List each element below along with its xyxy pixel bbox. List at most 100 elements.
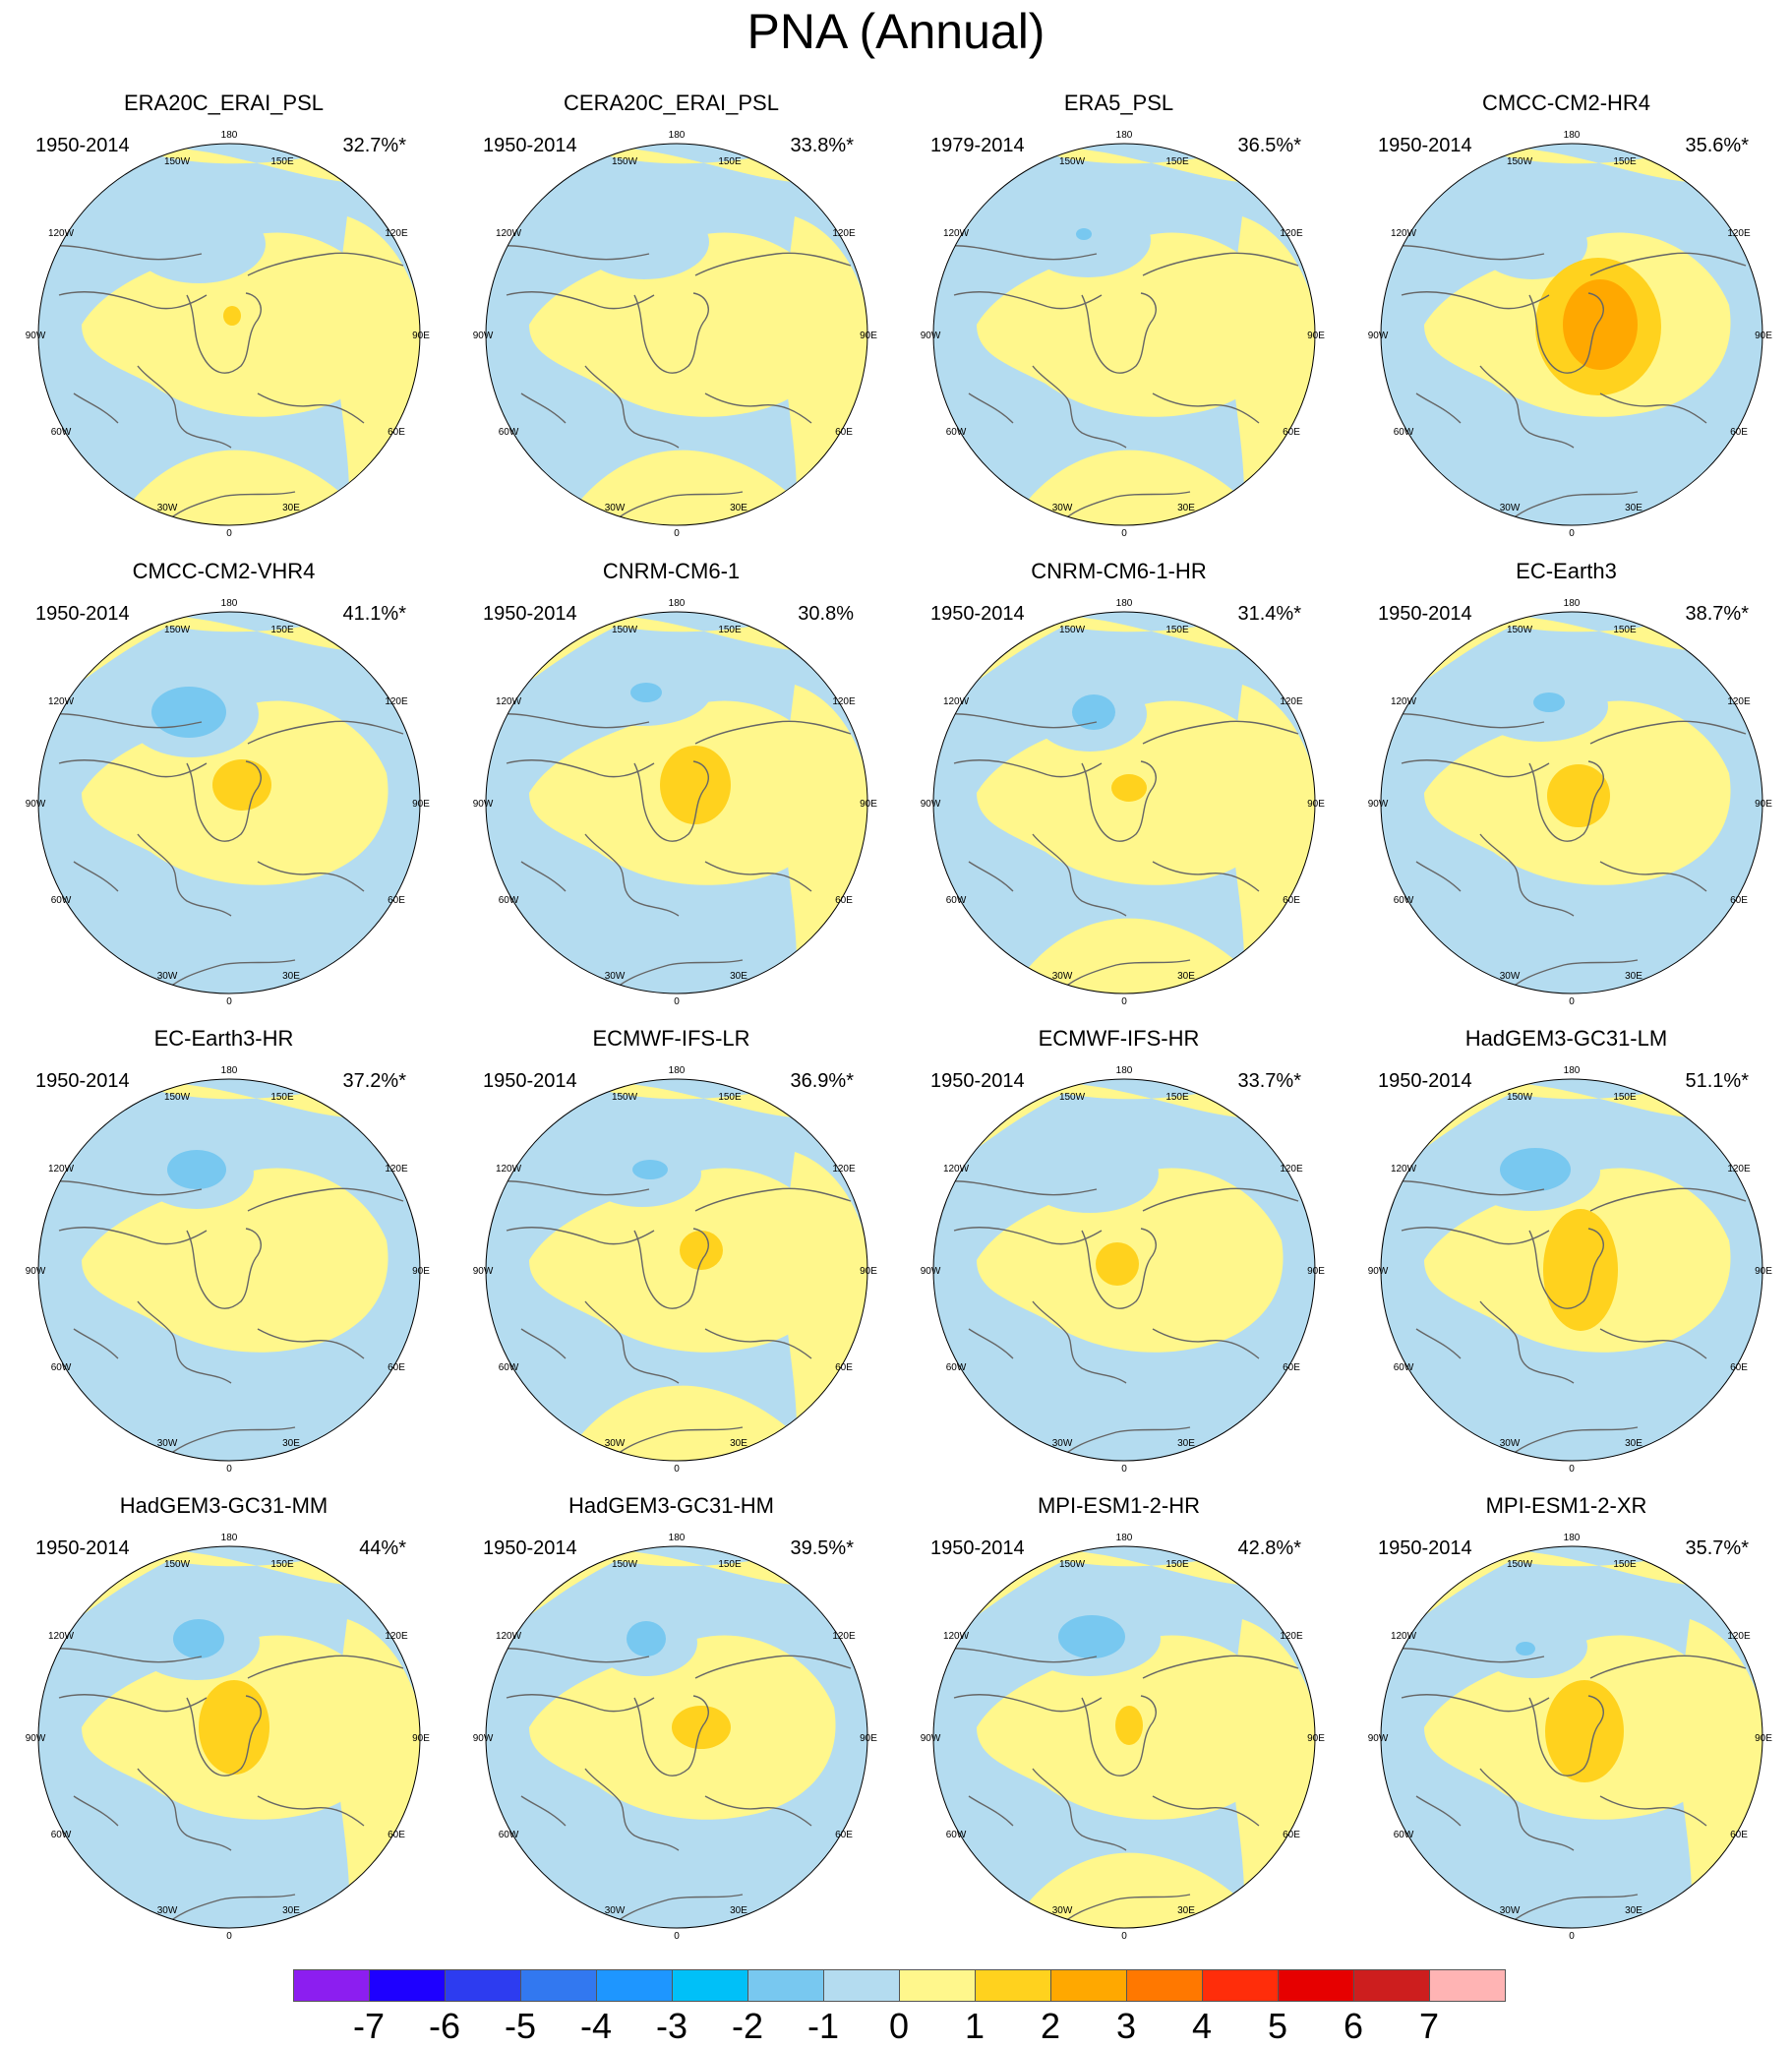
panel-years: 1950-2014 [483, 135, 577, 156]
longitude-label: 90E [412, 1266, 430, 1277]
map-panel: 180 150W 150E 120W 120E 90W 90E 60W 60E 30W 30E 0 MP… [1343, 1403, 1790, 1942]
panel-variance-pct: 37.2%* [342, 1070, 407, 1092]
longitude-label: 120W [943, 1164, 970, 1175]
longitude-label: 60E [1730, 427, 1748, 438]
longitude-label: 180 [1116, 598, 1133, 609]
longitude-label: 0 [1121, 1931, 1127, 1942]
longitude-label: 120E [1280, 1631, 1303, 1642]
panel-variance-pct: 44%* [359, 1537, 406, 1559]
panel-years: 1950-2014 [483, 603, 577, 625]
longitude-label: 60E [835, 1362, 853, 1373]
panel-title: EC-Earth3-HR [153, 1026, 294, 1051]
panel-variance-pct: 30.8% [798, 603, 854, 625]
colorbar-label: -5 [504, 2006, 536, 2046]
longitude-label: 120W [496, 696, 522, 707]
longitude-label: 90W [473, 1266, 494, 1277]
longitude-label: 120E [832, 696, 856, 707]
longitude-label: 30W [1052, 971, 1073, 982]
longitude-label: 120E [1280, 228, 1303, 239]
polar-map: 180 150W 150E 120W 120E 90W 90E 60W 60E 30W 30E 0 [26, 1533, 431, 1942]
longitude-label: 150W [164, 1092, 191, 1103]
panel-variance-pct: 35.6%* [1685, 135, 1750, 156]
longitude-label: 60W [499, 427, 519, 438]
longitude-label: 30E [730, 971, 747, 982]
longitude-label: 0 [1569, 996, 1575, 1007]
longitude-label: 90E [860, 799, 877, 810]
map-panel: 180 150W 150E 120W 120E 90W 90E 60W 60E 30W 30E 0 ER… [0, 0, 448, 539]
longitude-label: 120W [496, 228, 522, 239]
longitude-label: 120E [1280, 1164, 1303, 1175]
longitude-label: 120E [1280, 696, 1303, 707]
panel-years: 1950-2014 [35, 603, 130, 625]
longitude-label: 180 [1564, 130, 1581, 141]
longitude-label: 150E [718, 625, 742, 635]
longitude-label: 120E [1727, 1631, 1751, 1642]
longitude-label: 0 [226, 1464, 232, 1475]
longitude-label: 90W [1368, 799, 1389, 810]
panel-variance-pct: 51.1%* [1685, 1070, 1750, 1092]
panel-title: HadGEM3-GC31-HM [567, 1493, 775, 1518]
longitude-label: 150W [1507, 1092, 1533, 1103]
longitude-label: 0 [674, 1931, 680, 1942]
map-panel: 180 150W 150E 120W 120E 90W 90E 60W 60E 30W 30E 0 Ha… [1343, 935, 1790, 1475]
colorbar-label: 6 [1343, 2006, 1364, 2046]
polar-map: 180 150W 150E 120W 120E 90W 90E 60W 60E 30W 30E 0 [921, 1065, 1326, 1475]
longitude-label: 90E [1307, 331, 1325, 341]
colorbar-swatch [823, 1969, 900, 2002]
colorbar-label: -4 [579, 2006, 612, 2046]
colorbar-swatch [1353, 1969, 1430, 2002]
panel-variance-pct: 39.5%* [790, 1537, 855, 1559]
longitude-label: 180 [669, 1065, 686, 1076]
longitude-label: 180 [221, 1065, 238, 1076]
longitude-label: 150W [612, 1092, 638, 1103]
longitude-label: 90E [412, 1733, 430, 1744]
panel-title: MPI-ESM1-2-HR [1037, 1493, 1200, 1518]
longitude-label: 150E [1165, 625, 1189, 635]
panel-years: 1950-2014 [1378, 1070, 1472, 1092]
longitude-label: 30W [1500, 971, 1521, 982]
polar-map: 180 150W 150E 120W 120E 90W 90E 60W 60E 30W 30E 0 [473, 1533, 878, 1942]
longitude-label: 120W [1391, 696, 1417, 707]
longitude-label: 90W [1368, 1733, 1389, 1744]
polar-map: 180 150W 150E 120W 120E 90W 90E 60W 60E 30W 30E 0 [1368, 130, 1773, 539]
longitude-label: 150W [1059, 1559, 1086, 1570]
longitude-label: 60E [835, 1830, 853, 1840]
colorbar-label: -6 [428, 2006, 460, 2046]
longitude-label: 150E [1165, 1559, 1189, 1570]
longitude-label: 90W [1368, 1266, 1389, 1277]
longitude-label: 0 [674, 1464, 680, 1475]
panel-title: HadGEM3-GC31-MM [119, 1493, 329, 1518]
longitude-label: 30W [157, 503, 178, 513]
longitude-label: 150E [1613, 625, 1637, 635]
panel-years: 1950-2014 [483, 1537, 577, 1559]
longitude-label: 150E [270, 156, 294, 167]
longitude-label: 60W [1394, 895, 1414, 906]
longitude-label: 120W [48, 1631, 75, 1642]
longitude-label: 150E [1613, 1092, 1637, 1103]
panel-variance-pct: 33.8%* [790, 135, 855, 156]
colorbar-swatch [293, 1969, 370, 2002]
longitude-label: 120E [832, 1631, 856, 1642]
longitude-label: 30W [1500, 1438, 1521, 1449]
longitude-label: 90E [860, 1266, 877, 1277]
colorbar: -7 -6 -5 -4 -3 -2 -1 0 1 2 3 4 5 6 7 [0, 1963, 1792, 2048]
panel-title: ECMWF-IFS-HR [1038, 1026, 1200, 1051]
longitude-label: 30W [157, 1438, 178, 1449]
longitude-label: 30E [1625, 1438, 1643, 1449]
longitude-label: 30W [1500, 503, 1521, 513]
longitude-label: 180 [669, 1533, 686, 1543]
longitude-label: 120E [832, 1164, 856, 1175]
longitude-label: 150E [1613, 156, 1637, 167]
longitude-label: 90E [860, 331, 877, 341]
map-panel: 180 150W 150E 120W 120E 90W 90E 60W 60E 30W 30E 0 MP… [895, 1403, 1343, 1942]
longitude-label: 90W [473, 331, 494, 341]
colorbar-label: 4 [1191, 2006, 1213, 2046]
longitude-label: 60E [1283, 895, 1300, 906]
longitude-label: 60W [1394, 1362, 1414, 1373]
longitude-label: 120W [48, 696, 75, 707]
longitude-label: 30E [282, 971, 300, 982]
colorbar-swatch [975, 1969, 1051, 2002]
colorbar-swatch [520, 1969, 597, 2002]
longitude-label: 150E [270, 1559, 294, 1570]
longitude-label: 60E [388, 427, 405, 438]
